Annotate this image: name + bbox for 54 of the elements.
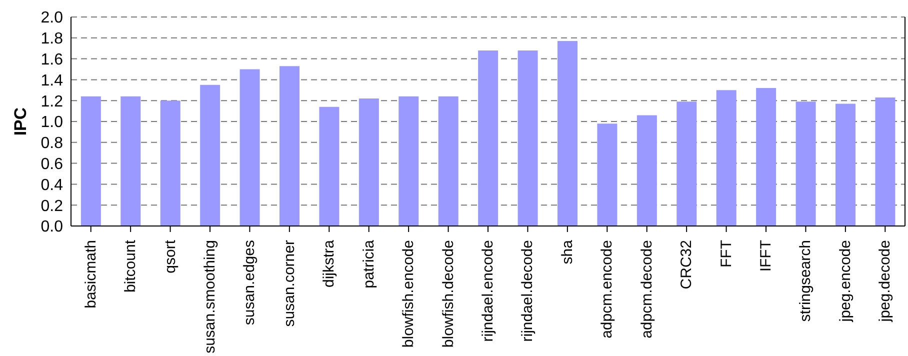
bar [319, 106, 340, 226]
x-tick-label: susan.corner [280, 240, 298, 327]
y-tick-label: 1.0 [40, 114, 64, 132]
y-tick-label: 0.6 [40, 156, 64, 173]
x-tick-label: jpeg.decode [876, 240, 894, 323]
x-tick-label: susan.edges [241, 240, 258, 326]
y-tick-label: 0.2 [40, 198, 64, 215]
x-tick-label: FFT [718, 240, 735, 268]
bar [836, 104, 856, 226]
bar [518, 50, 538, 226]
bar [796, 102, 816, 226]
bar [358, 98, 379, 226]
x-tick-label: adpcm.encode [598, 240, 616, 338]
bar [558, 41, 578, 226]
bar [80, 96, 101, 226]
y-tick-label: 1.8 [40, 30, 64, 48]
x-tick-label: patricia [360, 239, 378, 288]
y-axis-title: IPC [11, 107, 30, 136]
x-tick-label: rijndael.decode [519, 240, 536, 342]
bar [636, 115, 657, 226]
x-tick-label: basicmath [82, 240, 100, 308]
bar [240, 69, 260, 226]
bar [120, 96, 141, 226]
y-tick-label: 0.0 [40, 218, 64, 236]
x-tick-label: qsort [162, 239, 179, 274]
bar [438, 96, 458, 226]
x-tick-label: jpeg.encode [836, 240, 854, 323]
bar [280, 66, 300, 226]
x-tick-label: IFFT [758, 240, 774, 272]
bar [716, 90, 736, 226]
y-tick-label: 1.4 [40, 72, 64, 90]
x-tick-label: bitcount [122, 239, 140, 293]
x-tick-label: stringsearch [797, 240, 814, 322]
x-tick-label: CRC32 [678, 240, 696, 290]
x-tick-label: blowfish.encode [400, 240, 418, 348]
x-tick-label: dijkstra [320, 239, 338, 288]
x-tick-label: sha [558, 239, 576, 264]
bar [160, 100, 180, 226]
bar [875, 97, 896, 226]
y-tick-label: 0.4 [40, 176, 64, 194]
y-tick-label: 1.6 [40, 51, 64, 68]
x-tick-label: rijndael.encode [480, 240, 496, 342]
y-tick-label: 0.8 [40, 135, 64, 152]
bar [676, 102, 697, 226]
bar [478, 50, 498, 226]
y-tick-label: 2.0 [40, 10, 64, 27]
bar [398, 96, 419, 226]
y-tick-label: 1.2 [40, 93, 64, 110]
bar [200, 84, 220, 226]
bar [756, 88, 776, 226]
x-tick-label: susan.smoothing [202, 240, 218, 354]
x-tick-label: adpcm.decode [638, 240, 656, 338]
x-tick-label: blowfish.decode [440, 240, 457, 348]
bar [597, 124, 618, 226]
